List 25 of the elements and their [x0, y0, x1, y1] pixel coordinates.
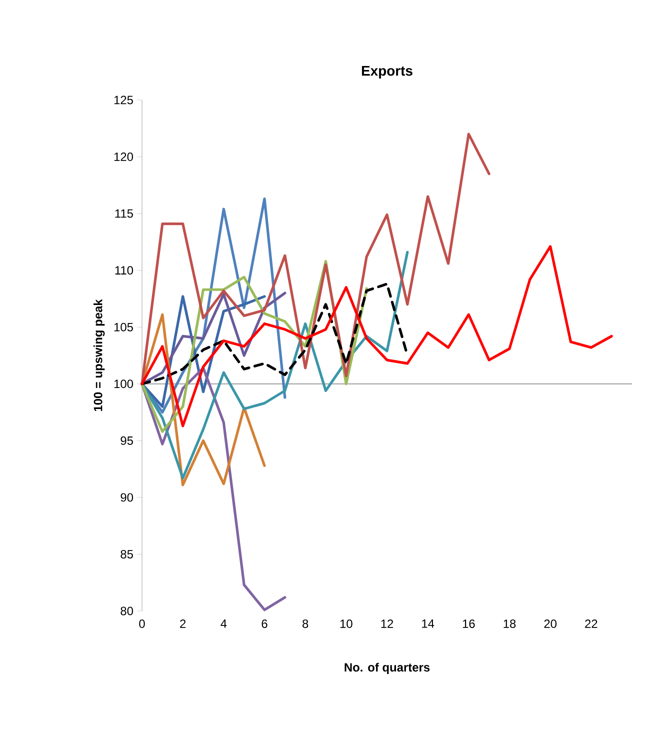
x-tick-label: 6 — [262, 620, 268, 628]
x-tick-label: 8 — [302, 620, 308, 628]
x-tick-label: 0 — [139, 620, 145, 628]
x-tick-label: 12 — [381, 620, 394, 628]
y-tick-label: 100 — [114, 380, 134, 388]
y-tick-label: 90 — [120, 493, 134, 502]
y-tick-label: 85 — [120, 550, 133, 558]
x-tick-label: 10 — [340, 620, 352, 628]
x-tick-label: 4 — [220, 620, 227, 628]
y-axis-title: 100 = upswing peak — [94, 299, 105, 412]
x-tick-label: 14 — [422, 620, 434, 628]
y-tick-label: 115 — [115, 209, 133, 218]
y-tick-label: 95 — [120, 436, 133, 445]
x-tick-label: 22 — [585, 620, 598, 628]
x-tick-label: 18 — [504, 620, 516, 628]
x-axis-title: No. of quarters — [344, 662, 430, 674]
y-tick-label: 105 — [114, 322, 133, 332]
y-tick-label: 120 — [114, 152, 134, 161]
y-tick-label: 110 — [115, 266, 134, 275]
x-tick-label: 16 — [462, 620, 475, 628]
y-tick-label: 80 — [120, 606, 134, 616]
y-tick-label: 125 — [114, 96, 133, 104]
chart-title: Exports — [362, 66, 412, 78]
x-tick-label: 20 — [544, 620, 557, 628]
x-tick-label: 2 — [180, 620, 186, 628]
